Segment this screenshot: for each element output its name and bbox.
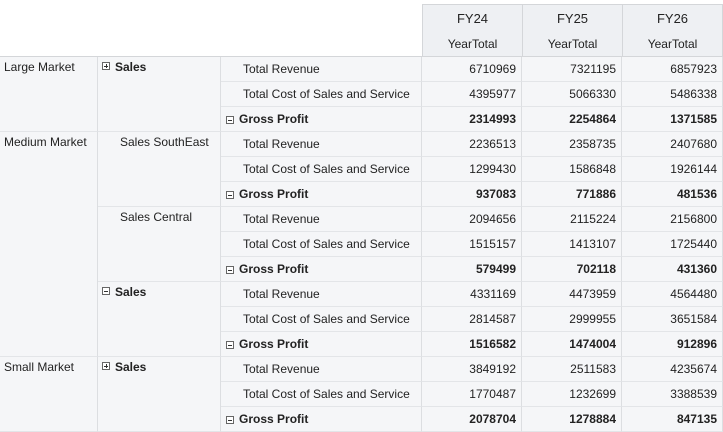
data-cell[interactable]: 1474004 [522,332,622,357]
collapse-icon[interactable] [226,191,234,199]
market-label: Small Market [4,360,75,374]
measure-total-revenue[interactable]: Total Revenue [221,132,422,157]
sub-label: Sales [115,360,147,374]
data-cell[interactable]: 912896 [622,332,723,357]
data-cell[interactable]: 579499 [422,257,522,282]
row-header-small-sales[interactable]: Sales [98,357,221,432]
data-cell[interactable]: 481536 [622,182,723,207]
data-cell[interactable]: 1278884 [522,407,622,432]
data-cell[interactable]: 4564480 [622,282,723,307]
measure-total-revenue[interactable]: Total Revenue [221,282,422,307]
data-cell[interactable]: 1926144 [622,157,723,182]
measure-gross-profit[interactable]: Gross Profit [221,407,422,432]
sub-label: Sales [115,285,147,299]
measure-total-cost[interactable]: Total Cost of Sales and Service [221,157,422,182]
row-header-medium-market[interactable]: Medium Market [0,132,98,357]
data-cell[interactable]: 2094656 [422,207,522,232]
measure-total-cost[interactable]: Total Cost of Sales and Service [221,232,422,257]
expand-icon[interactable] [102,362,110,370]
measure-total-cost[interactable]: Total Cost of Sales and Service [221,382,422,407]
data-cell[interactable]: 3388539 [622,382,723,407]
data-cell[interactable]: 6710969 [422,57,522,82]
data-cell[interactable]: 2358735 [522,132,622,157]
data-cell[interactable]: 2236513 [422,132,522,157]
data-cell[interactable]: 847135 [622,407,723,432]
sub-label: Sales Central [120,210,193,224]
grid-corner [0,0,422,57]
data-cell[interactable]: 2407680 [622,132,723,157]
measure-gross-profit[interactable]: Gross Profit [221,182,422,207]
measure-total-revenue[interactable]: Total Revenue [221,57,422,82]
data-cell[interactable]: 1413107 [522,232,622,257]
collapse-icon[interactable] [102,287,110,295]
column-header-year[interactable]: FY24 [422,4,522,33]
data-cell[interactable]: 1299430 [422,157,522,182]
data-cell[interactable]: 3651584 [622,307,723,332]
data-cell[interactable]: 2511583 [522,357,622,382]
measure-gross-profit[interactable]: Gross Profit [221,332,422,357]
data-cell[interactable]: 431360 [622,257,723,282]
column-header-year[interactable]: FY25 [522,4,622,33]
sub-label: Sales [115,60,147,74]
data-cell[interactable]: 7321195 [522,57,622,82]
row-header-sales-central[interactable]: Sales Central [98,207,221,282]
data-cell[interactable]: 1516582 [422,332,522,357]
row-header-medium-sales[interactable]: Sales [98,282,221,357]
data-cell[interactable]: 1770487 [422,382,522,407]
column-header-period[interactable]: YearTotal [622,32,723,57]
column-header-year[interactable]: FY26 [622,4,723,33]
data-cell[interactable]: 3849192 [422,357,522,382]
column-header-period[interactable]: YearTotal [522,32,622,57]
collapse-icon[interactable] [226,116,234,124]
data-cell[interactable]: 4235674 [622,357,723,382]
data-cell[interactable]: 2156800 [622,207,723,232]
collapse-icon[interactable] [226,416,234,424]
collapse-icon[interactable] [226,341,234,349]
collapse-icon[interactable] [226,266,234,274]
sub-label: Sales SouthEast [120,135,209,149]
market-label: Large Market [4,60,75,74]
data-cell[interactable]: 4331169 [422,282,522,307]
measure-label: Gross Profit [239,412,309,426]
data-cell[interactable]: 2999955 [522,307,622,332]
data-cell[interactable]: 2254864 [522,107,622,132]
data-cell[interactable]: 937083 [422,182,522,207]
measure-gross-profit[interactable]: Gross Profit [221,257,422,282]
row-header-large-market[interactable]: Large Market [0,57,98,132]
data-cell[interactable]: 2814587 [422,307,522,332]
data-cell[interactable]: 5066330 [522,82,622,107]
expand-icon[interactable] [102,62,110,70]
data-cell[interactable]: 2314993 [422,107,522,132]
measure-total-revenue[interactable]: Total Revenue [221,357,422,382]
measure-label: Gross Profit [239,187,309,201]
data-cell[interactable]: 1725440 [622,232,723,257]
data-cell[interactable]: 1586848 [522,157,622,182]
row-header-small-market[interactable]: Small Market [0,357,98,432]
data-cell[interactable]: 1232699 [522,382,622,407]
measure-total-revenue[interactable]: Total Revenue [221,207,422,232]
column-header-period[interactable]: YearTotal [422,32,522,57]
row-header-large-sales[interactable]: Sales [98,57,221,132]
data-cell[interactable]: 1371585 [622,107,723,132]
data-cell[interactable]: 4473959 [522,282,622,307]
measure-total-cost[interactable]: Total Cost of Sales and Service [221,307,422,332]
data-cell[interactable]: 1515157 [422,232,522,257]
data-cell[interactable]: 2115224 [522,207,622,232]
data-cell[interactable]: 702118 [522,257,622,282]
measure-label: Gross Profit [239,262,309,276]
data-cell[interactable]: 5486338 [622,82,723,107]
measure-label: Gross Profit [239,112,309,126]
measure-gross-profit[interactable]: Gross Profit [221,107,422,132]
row-header-sales-southeast[interactable]: Sales SouthEast [98,132,221,207]
measure-label: Gross Profit [239,337,309,351]
data-cell[interactable]: 2078704 [422,407,522,432]
data-cell[interactable]: 4395977 [422,82,522,107]
measure-total-cost[interactable]: Total Cost of Sales and Service [221,82,422,107]
market-label: Medium Market [4,135,87,149]
data-cell[interactable]: 6857923 [622,57,723,82]
data-cell[interactable]: 771886 [522,182,622,207]
